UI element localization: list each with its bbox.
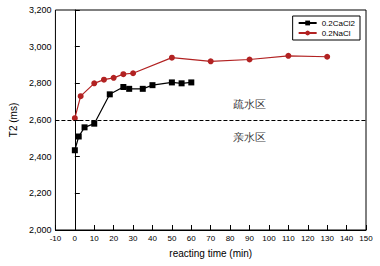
svg-text:10: 10 (90, 234, 99, 243)
svg-text:0: 0 (73, 234, 78, 243)
svg-text:2,800: 2,800 (29, 78, 52, 88)
svg-text:30: 30 (129, 234, 138, 243)
svg-text:疏水区: 疏水区 (233, 98, 266, 110)
svg-text:亲水区: 亲水区 (233, 131, 266, 143)
svg-text:80: 80 (226, 234, 235, 243)
svg-text:120: 120 (301, 234, 315, 243)
svg-text:130: 130 (320, 234, 334, 243)
svg-text:150: 150 (359, 234, 373, 243)
svg-text:20: 20 (109, 234, 118, 243)
svg-text:0.2CaCl2: 0.2CaCl2 (322, 19, 356, 28)
svg-text:-10: -10 (50, 234, 62, 243)
svg-text:40: 40 (148, 234, 157, 243)
svg-text:2,400: 2,400 (29, 152, 52, 162)
svg-text:2,200: 2,200 (29, 188, 52, 198)
svg-text:90: 90 (245, 234, 254, 243)
svg-text:2,600: 2,600 (29, 115, 52, 125)
svg-text:2,000: 2,000 (29, 225, 52, 235)
svg-text:3,200: 3,200 (29, 5, 52, 15)
svg-text:T2 (ms): T2 (ms) (8, 103, 19, 137)
svg-text:140: 140 (340, 234, 354, 243)
svg-text:3,000: 3,000 (29, 42, 52, 52)
svg-text:100: 100 (262, 234, 276, 243)
svg-text:reacting time (min): reacting time (min) (169, 248, 252, 259)
svg-text:50: 50 (167, 234, 176, 243)
svg-text:110: 110 (282, 234, 295, 243)
svg-text:70: 70 (206, 234, 215, 243)
svg-text:60: 60 (187, 234, 196, 243)
svg-text:0.2NaCl: 0.2NaCl (322, 29, 351, 38)
